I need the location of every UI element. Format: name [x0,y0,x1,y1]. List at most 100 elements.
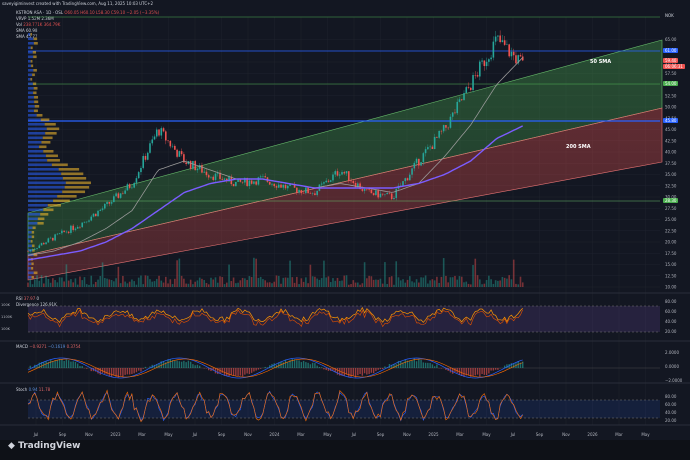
macd-hist-bar [379,368,382,370]
candle-body [327,180,330,182]
candle-body [49,237,52,239]
macd-hist-bar [427,362,429,368]
volume-bar [309,264,312,287]
tradingview-logo[interactable]: ◆ TradingView [8,441,80,451]
volume-bar [474,258,477,287]
vp-bar-up [28,226,33,230]
vp-bar-up [28,69,34,72]
macd-hist-bar [97,368,99,374]
candle-body [271,183,273,185]
candle-body [146,152,149,160]
vp-bar-down [45,132,57,135]
volume-bar [185,283,187,287]
volume-bar [83,277,86,287]
volume-bar [259,276,262,287]
macd-hist-bar [106,368,108,375]
rsi-axis-tick: 60.00 [665,309,677,314]
vp-bar-up [28,208,44,212]
candle-body [512,51,515,56]
candle-body [305,187,307,194]
macd-hist-bar [149,366,151,368]
volume-bar [180,275,183,287]
candle-body [510,51,513,57]
candle-body [189,161,192,169]
macd-hist-bar [165,362,167,368]
vp-bar-down [33,109,38,113]
macd-axis-tick: −2.0000 [665,378,683,383]
vp-bar-down [31,235,35,239]
time-axis-tick: 2025 [428,432,439,437]
candle-body [302,193,305,194]
volume-bar [305,277,307,287]
volume-bar [517,284,520,287]
macd-hist-bar [424,362,427,368]
footer-bar [0,440,690,460]
time-axis-tick: Mar [297,432,305,437]
volume-bar [336,277,339,287]
tv-brand-text: TradingView [18,441,81,451]
candle-body [144,155,147,160]
macd-hist-bar [128,368,131,375]
volume-bar [196,280,199,287]
candle-body [43,243,45,245]
candle-body [449,116,452,128]
vp-bar-up [28,73,33,77]
candle-body [151,139,154,144]
stoch-axis-tick: 80.00 [665,394,677,399]
vp-bar-up [28,222,38,225]
macd-hist-bar [266,367,269,368]
volume-bar [221,277,224,287]
volume-bar [126,283,129,287]
candle-body [418,158,420,166]
candle-body [508,44,510,57]
volume-bar [395,261,398,287]
macd-v2: −0.1619 [47,344,66,349]
volume-bar [203,280,206,287]
candle-body [255,181,257,185]
candle-body [427,147,429,150]
candle-body [361,189,364,191]
candle-body [519,55,522,57]
vp-bar-down [31,64,34,68]
vp-bar-down [47,204,61,207]
candle-body [56,233,59,235]
candle-body [357,183,359,188]
macd-hist-bar [519,362,522,368]
price-axis-tick: 57.50 [665,71,677,76]
candle-body [366,188,368,190]
volume-bar [169,279,172,287]
macd-hist-bar [185,362,187,368]
candle-body [176,149,178,157]
volume-bar [257,277,260,287]
macd-hist-bar [54,360,56,368]
stoch-legend: Stoch 0.94 11.78 [16,387,50,392]
volume-bar [153,281,156,287]
volume-bar [320,278,323,287]
candle-body [108,202,111,204]
volume-bar [85,284,88,287]
candle-body [47,238,50,243]
volume-bar [332,278,334,287]
volume-bar [302,281,305,287]
macd-hist-bar [391,364,393,368]
rsi-div-legend: Divergence 126.91K [16,302,57,307]
candle-body [33,248,36,250]
candle-body [284,184,287,189]
vp-bar-up [28,217,38,221]
macd-hist-bar [465,368,467,376]
vp-bar-up [28,109,34,113]
candle-body [463,93,465,101]
macd-hist-bar [153,364,156,368]
candle-body [97,210,99,217]
volume-bar [370,276,373,287]
vp-bar-up [28,231,32,234]
macd-hist-bar [503,365,506,368]
volume-bar [350,284,352,287]
macd-hist-bar [320,367,323,368]
candle-body [424,149,427,154]
candle-body [332,174,334,181]
volume-bar [228,264,230,287]
pane-separators [0,292,690,426]
volume-bar [140,275,142,287]
